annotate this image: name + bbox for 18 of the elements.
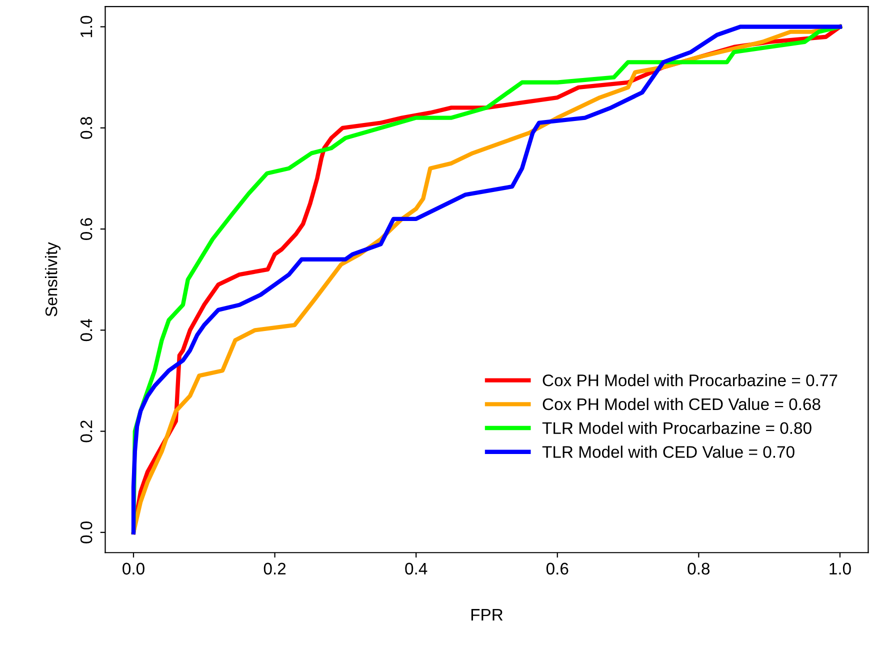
- legend-label: Cox PH Model with Procarbazine = 0.77: [542, 374, 838, 386]
- x-tick-label: 1.0: [830, 562, 851, 575]
- y-tick-label: 0.6: [80, 218, 92, 240]
- y-axis-title: Sensitivity: [45, 242, 61, 316]
- legend-label: Cox PH Model with CED Value = 0.68: [542, 398, 820, 410]
- x-tick-label: 0.6: [546, 562, 568, 575]
- y-tick-label: 0.4: [80, 319, 92, 342]
- x-tick-label: 0.0: [122, 562, 144, 575]
- x-tick-label: 0.2: [264, 562, 286, 575]
- legend-label: TLR Model with Procarbazine = 0.80: [542, 422, 812, 434]
- y-tick-label: 0.8: [80, 117, 92, 139]
- y-tick-label: 0.2: [80, 420, 92, 442]
- x-tick-label: 0.8: [688, 562, 710, 575]
- x-tick-label: 0.4: [405, 562, 428, 575]
- x-axis-title: FPR: [471, 609, 503, 621]
- y-tick-label: 0.0: [80, 521, 92, 544]
- legend-label: TLR Model with CED Value = 0.70: [542, 446, 794, 458]
- y-tick-label: 1.0: [80, 16, 92, 38]
